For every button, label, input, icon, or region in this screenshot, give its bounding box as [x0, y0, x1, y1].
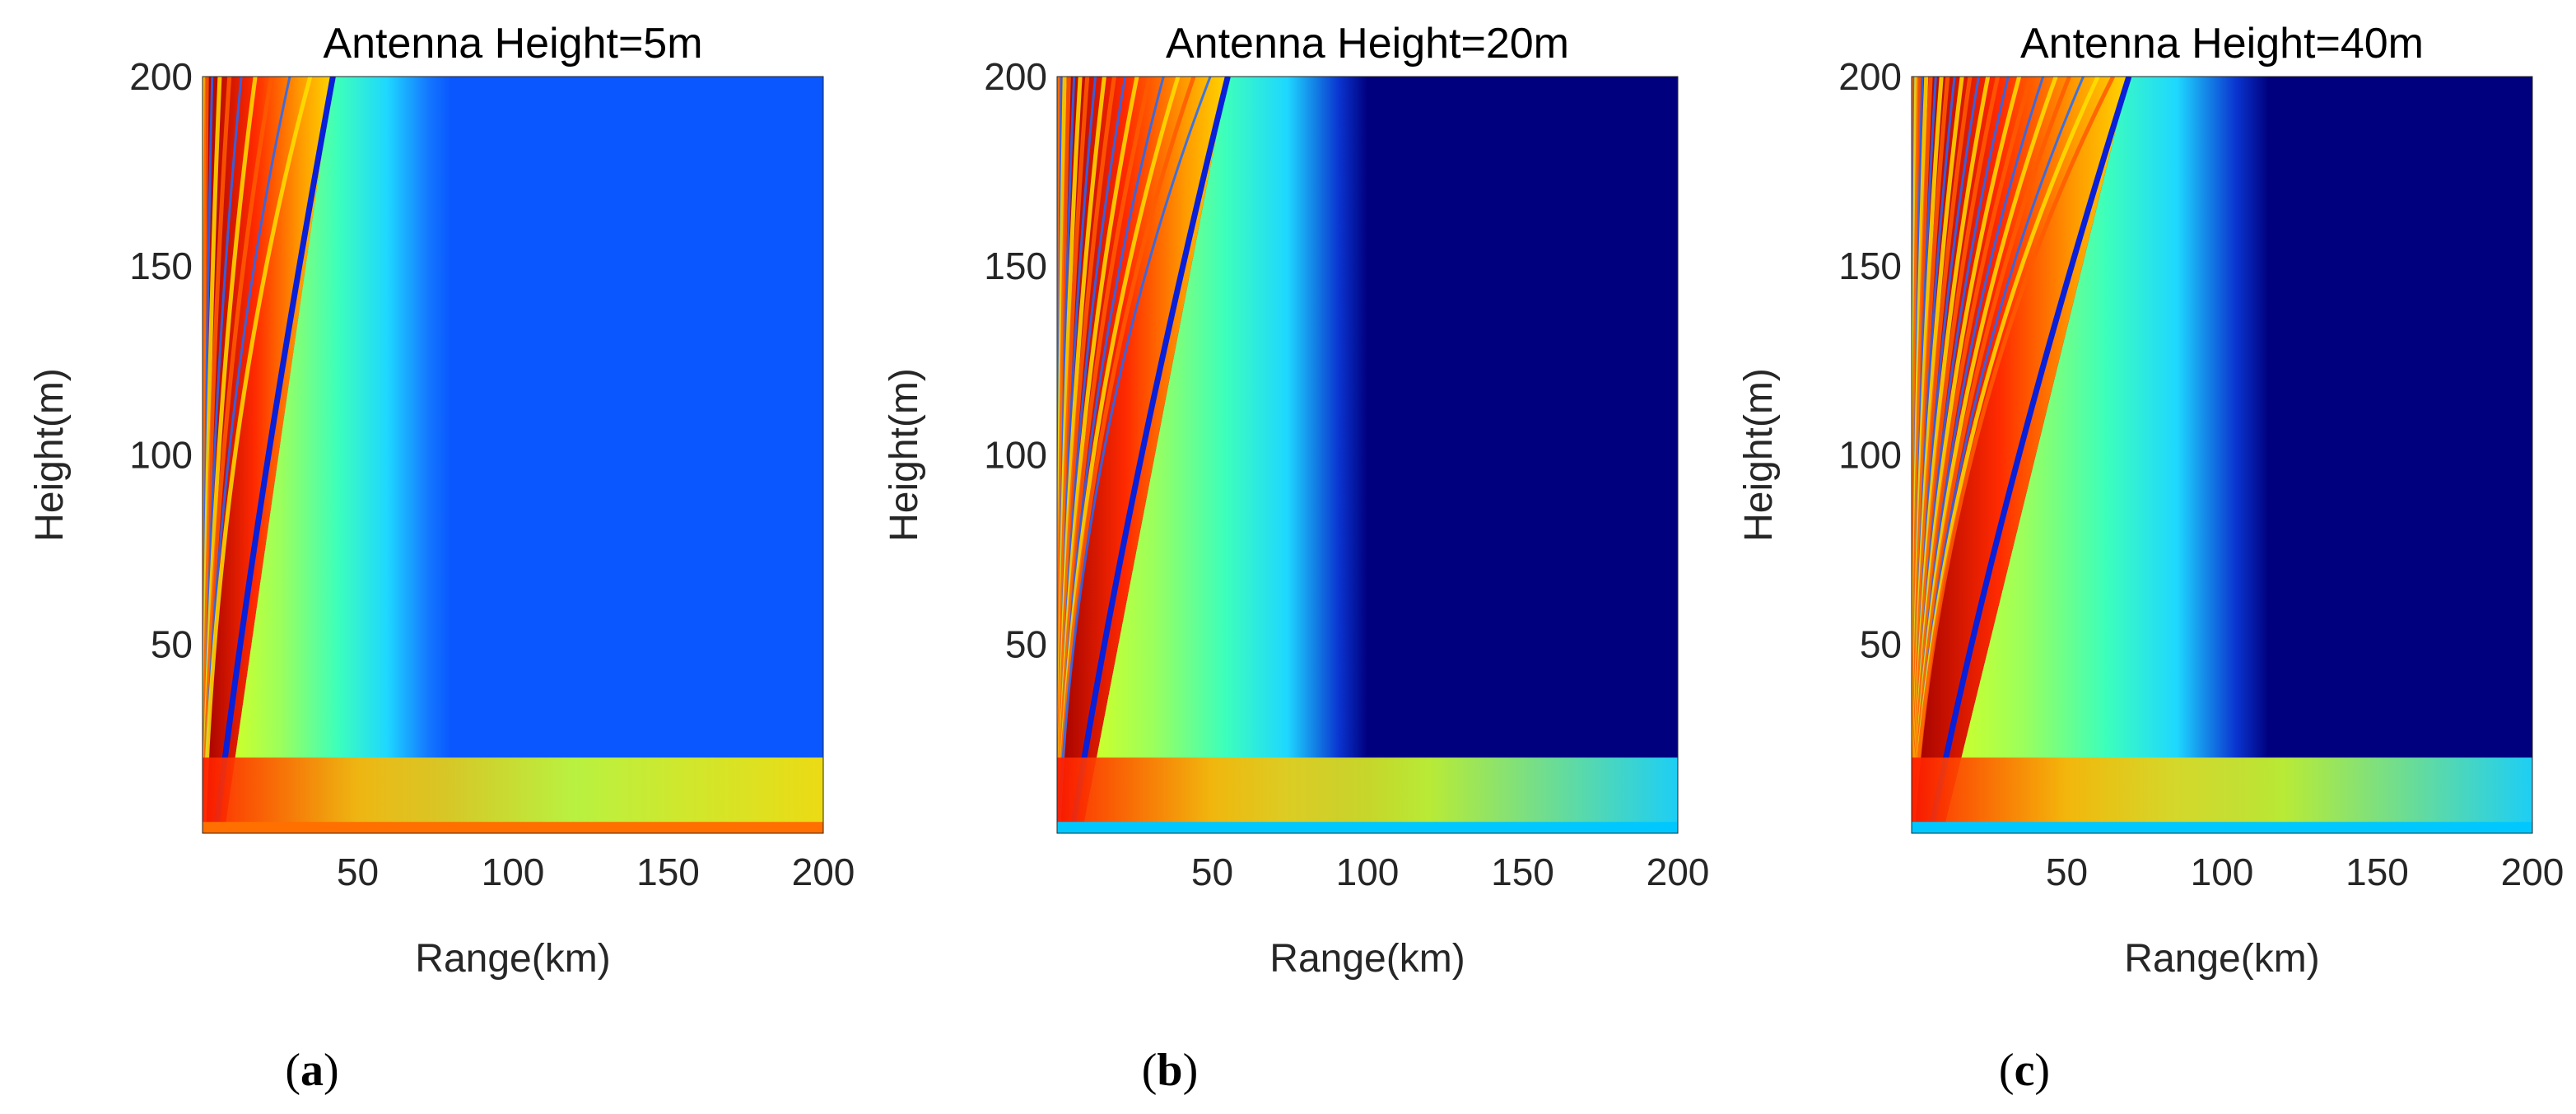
y-tick-label: 150 [1838, 245, 1902, 287]
x-tick-label: 150 [1491, 851, 1554, 893]
transition-region [1082, 77, 1367, 833]
y-tick-label: 200 [984, 55, 1047, 98]
x-axis-label: Range(km) [415, 937, 610, 981]
x-axis-label: Range(km) [1269, 937, 1465, 981]
y-tick-label: 150 [129, 245, 193, 287]
x-tick-label: 100 [1336, 851, 1400, 893]
x-tick-label: 50 [2046, 851, 2088, 893]
panel-c: Antenna Height=40m 50 100 150 200 50 100 150 200… [1737, 20, 2564, 1096]
y-tick-label: 100 [129, 434, 193, 477]
interference-lobe [1912, 77, 2115, 826]
surface-duct-band [1057, 757, 1678, 833]
ground-layer [1057, 822, 1678, 833]
x-tick-label: 200 [792, 851, 855, 893]
interference-lobe [1057, 77, 1212, 826]
y-axis-label: Height(m) [1737, 368, 1781, 542]
panel-caption: (a) [285, 1045, 338, 1096]
main-null-line [1927, 77, 2132, 833]
ground-layer [1912, 822, 2532, 833]
y-axis-label: Height(m) [883, 368, 926, 542]
transition-region [224, 77, 451, 833]
panel-caption: (b) [1142, 1045, 1198, 1096]
interference-lobe [203, 77, 313, 826]
heatmap-field [1912, 77, 2532, 833]
main-null-line [212, 77, 336, 833]
plot-area [202, 76, 824, 834]
x-tick-label: 200 [1647, 851, 1710, 893]
x-tick-label: 150 [2345, 851, 2409, 893]
y-tick-label: 50 [151, 622, 193, 665]
plot-area [1056, 76, 1679, 834]
x-tick-label: 50 [337, 851, 379, 893]
surface-duct-band [1912, 757, 2532, 833]
y-tick-label: 150 [984, 245, 1047, 287]
x-tick-label: 100 [482, 851, 545, 893]
heatmap-field [1057, 77, 1678, 833]
chart-title: Antenna Height=5m [323, 20, 702, 68]
panel-caption: (c) [1999, 1045, 2050, 1096]
main-null-line [1069, 77, 1231, 833]
panel-a: Antenna Height=5m 50 100 150 200 50 100 150 200 R… [28, 20, 855, 1096]
x-tick-label: 150 [636, 851, 700, 893]
chart-title: Antenna Height=20m [1166, 20, 1569, 68]
y-tick-label: 200 [1838, 55, 1902, 98]
x-axis-label: Range(km) [2124, 937, 2319, 981]
x-tick-label: 50 [1191, 851, 1233, 893]
y-tick-label: 100 [984, 434, 1047, 477]
y-tick-label: 200 [129, 55, 193, 98]
y-tick-label: 50 [1860, 622, 1902, 665]
x-tick-label: 200 [2501, 851, 2564, 893]
chart-title: Antenna Height=40m [2020, 20, 2424, 68]
y-tick-label: 100 [1838, 434, 1902, 477]
ground-layer [203, 822, 823, 833]
transition-region [1942, 77, 2269, 833]
y-tick-label: 50 [1005, 622, 1047, 665]
x-tick-label: 100 [2191, 851, 2254, 893]
y-axis-label: Height(m) [28, 368, 72, 542]
surface-duct-band [203, 757, 823, 833]
panel-b: Antenna Height=20m 50 100 150 200 50 100 150 200… [883, 20, 1709, 1096]
plot-area [1911, 76, 2533, 834]
heatmap-field [203, 77, 823, 833]
